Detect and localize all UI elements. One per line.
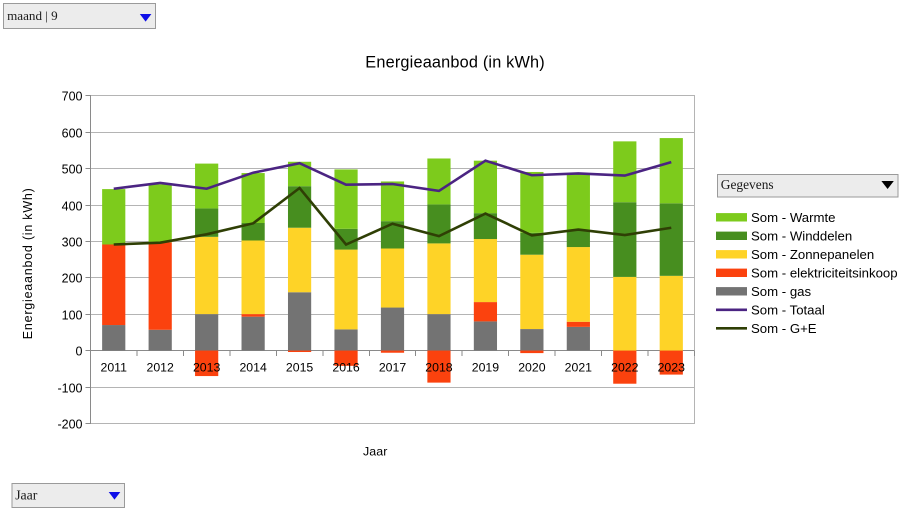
svg-text:2022: 2022 — [611, 361, 639, 375]
svg-text:2021: 2021 — [565, 361, 593, 375]
svg-text:700: 700 — [62, 89, 83, 103]
svg-text:Energieaanbod (in kWh): Energieaanbod (in kWh) — [21, 188, 35, 339]
svg-text:Som - elektriciteitsinkoop: Som - elektriciteitsinkoop — [751, 266, 898, 281]
svg-text:Som - gas: Som - gas — [751, 284, 812, 299]
svg-text:2012: 2012 — [147, 361, 175, 375]
svg-text:500: 500 — [62, 162, 83, 176]
svg-text:400: 400 — [62, 199, 83, 213]
svg-text:2016: 2016 — [332, 361, 360, 375]
svg-text:Som - G+E: Som - G+E — [751, 321, 817, 336]
svg-text:200: 200 — [62, 271, 83, 285]
svg-text:maand | 9: maand | 9 — [7, 8, 58, 23]
svg-text:2020: 2020 — [518, 361, 546, 375]
svg-text:0: 0 — [76, 344, 83, 358]
svg-text:2018: 2018 — [425, 361, 453, 375]
svg-text:-200: -200 — [57, 417, 82, 431]
svg-text:2023: 2023 — [658, 361, 686, 375]
svg-text:2011: 2011 — [101, 361, 128, 375]
svg-text:-100: -100 — [57, 381, 82, 395]
svg-text:Jaar: Jaar — [363, 445, 387, 459]
svg-text:Som - Zonnepanelen: Som - Zonnepanelen — [751, 247, 874, 262]
svg-text:300: 300 — [62, 235, 83, 249]
svg-text:Energieaanbod (in kWh): Energieaanbod (in kWh) — [365, 54, 544, 72]
svg-text:Jaar: Jaar — [15, 487, 38, 502]
svg-text:100: 100 — [62, 308, 83, 322]
svg-text:Som - Winddelen: Som - Winddelen — [751, 229, 852, 244]
svg-text:600: 600 — [62, 126, 83, 140]
svg-text:2017: 2017 — [379, 361, 407, 375]
svg-text:Som - Warmte: Som - Warmte — [751, 210, 836, 225]
svg-text:2014: 2014 — [239, 361, 267, 375]
svg-text:Som - Totaal: Som - Totaal — [751, 303, 825, 318]
svg-text:2013: 2013 — [193, 361, 221, 375]
svg-text:2015: 2015 — [286, 361, 314, 375]
svg-text:Gegevens: Gegevens — [721, 177, 774, 192]
svg-text:2019: 2019 — [472, 361, 500, 375]
